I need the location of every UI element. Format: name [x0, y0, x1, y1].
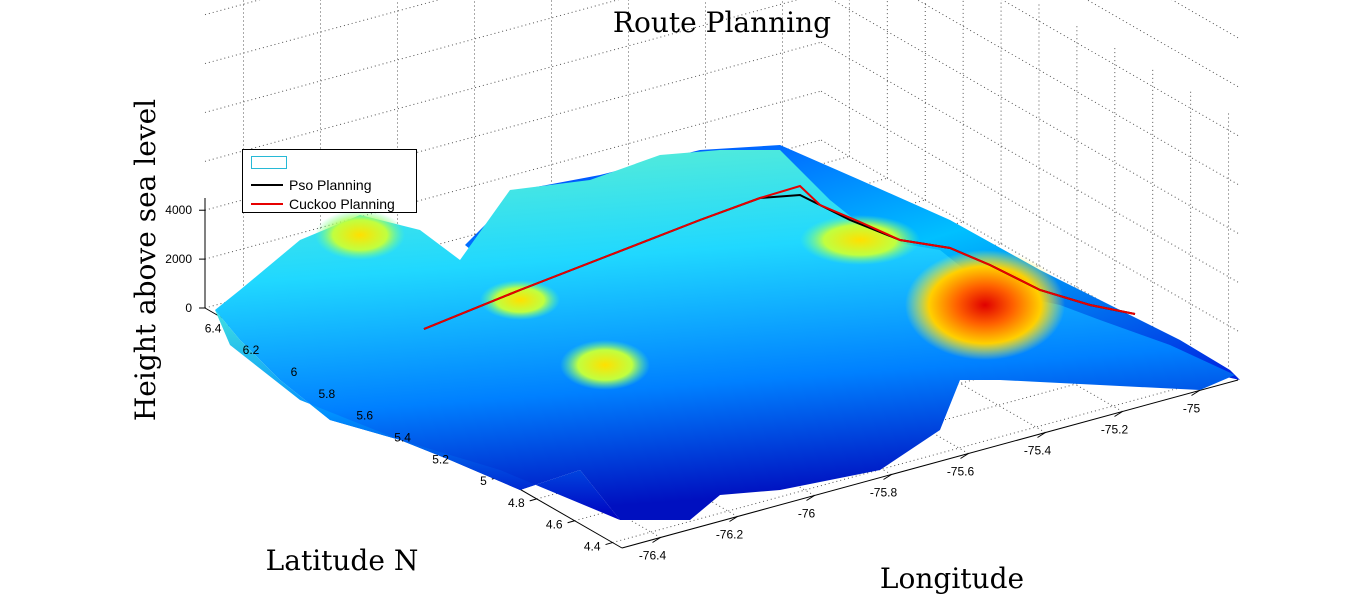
x-tick-mark — [806, 495, 815, 501]
x-tick-mark — [1191, 390, 1200, 396]
x-tick-label: -76 — [798, 507, 816, 521]
z-tick-label: 0 — [185, 301, 192, 315]
legend-label-pso: Pso Planning — [289, 177, 372, 193]
x-tick-label: -75 — [1183, 402, 1201, 416]
legend-entry-cuckoo: Cuckoo Planning — [251, 195, 395, 213]
y-tick-label: 6.2 — [243, 343, 260, 357]
chart-title: Route Planning — [613, 6, 831, 39]
legend-swatch-pso — [251, 184, 283, 186]
x-tick-label: -75.4 — [1024, 444, 1052, 458]
y-tick-label: 4.4 — [584, 540, 601, 554]
y-tick-label: 4.8 — [508, 496, 525, 510]
legend-entry-pso: Pso Planning — [251, 176, 372, 194]
x-tick-mark — [883, 474, 892, 480]
x-tick-mark — [652, 537, 661, 543]
surface-main-region — [215, 150, 1235, 520]
grid-line-z-back-y — [1001, 0, 1239, 136]
grid-line-z-back-y — [820, 41, 1239, 283]
grid-line-z-back-y — [820, 90, 1239, 332]
x-axis-label: Longitude — [880, 562, 1024, 595]
y-tick-mark — [529, 498, 537, 502]
z-tick-label: 4000 — [165, 203, 192, 217]
x-tick-label: -76.2 — [716, 528, 744, 542]
x-tick-label: -75.6 — [947, 465, 975, 479]
x-tick-mark — [729, 516, 738, 522]
terrain-surface — [215, 145, 1240, 520]
legend: Pso Planning Cuckoo Planning — [242, 149, 417, 213]
x-tick-labels: -76.4 -76.2 -76 -75.8 -75.6 -75.4 -75.2 -75 — [639, 402, 1201, 563]
legend-swatch-cuckoo — [251, 203, 283, 205]
y-tick-label: 5 — [480, 474, 487, 488]
y-tick-label: 5.8 — [318, 387, 335, 401]
z-axis-label: Height above sea level — [129, 99, 162, 421]
legend-swatch-surface — [251, 155, 287, 169]
x-tick-label: -75.2 — [1101, 423, 1129, 437]
z-tick-labels: 0 2000 4000 — [165, 203, 192, 315]
peak-yellow-mid — [800, 215, 920, 265]
x-tick-label: -75.8 — [870, 486, 898, 500]
surface-left-face — [215, 310, 620, 520]
cuckoo-planning-line — [423, 184, 1136, 330]
grid-line-z-back-y — [1086, 0, 1239, 88]
grid-line-y-floor — [612, 374, 1229, 544]
grid-line-z-back-y — [1171, 0, 1239, 39]
x-tick-mark — [1114, 411, 1123, 417]
legend-entry-surface — [251, 153, 293, 171]
y-tick-label: 6 — [291, 365, 298, 379]
route-lines — [423, 184, 1136, 330]
y-tick-mark — [605, 542, 613, 546]
legend-label-cuckoo: Cuckoo Planning — [289, 196, 395, 212]
x-tick-label: -76.4 — [639, 549, 667, 563]
y-tick-label: 4.6 — [546, 518, 563, 532]
y-tick-mark — [567, 520, 575, 524]
peak-yellow-back — [480, 280, 560, 320]
y-tick-label: 5.2 — [432, 452, 449, 466]
peak-yellow-front — [560, 340, 650, 390]
y-tick-label: 6.4 — [205, 321, 222, 335]
y-tick-label: 5.6 — [356, 409, 373, 423]
grid-line-z-back-y — [831, 0, 1239, 234]
z-tick-label: 2000 — [165, 252, 192, 266]
y-axis-label: Latitude N — [266, 544, 419, 577]
x-tick-mark — [960, 453, 969, 459]
grid-line-z-back-x — [204, 41, 822, 211]
grid-line-z-back-x — [204, 0, 799, 162]
y-tick-label: 5.4 — [394, 430, 411, 444]
y-tick-labels: 4.4 4.6 4.8 5 5.2 5.4 5.6 5.8 6 6.2 6.4 — [205, 321, 601, 553]
grid-line-z-back-y — [916, 0, 1239, 185]
peak-red-region — [905, 250, 1065, 360]
x-tick-mark — [1037, 432, 1046, 438]
peak-yellow-left — [315, 210, 405, 260]
x-axis-line — [621, 379, 1239, 549]
grid-line-z-back-x — [204, 90, 822, 260]
